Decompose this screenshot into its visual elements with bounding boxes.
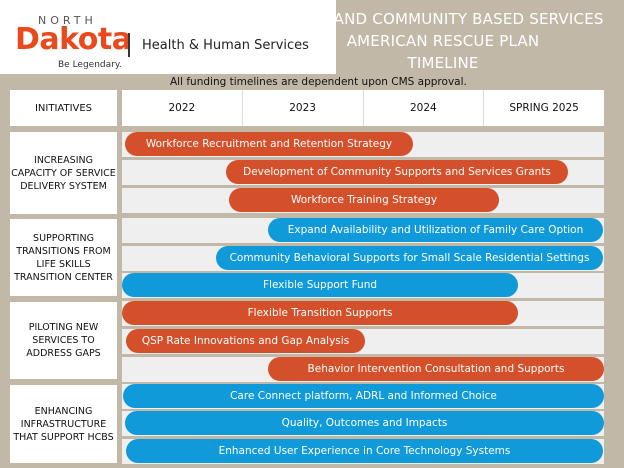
funding-note: All funding timelines are dependent upon… — [170, 76, 467, 88]
bar-family-care-option: Expand Availability and Utilization of F… — [268, 218, 603, 242]
bar-behavior-intervention: Behavior Intervention Consultation and S… — [268, 357, 604, 381]
group-label-capacity: INCREASING CAPACITY OF SERVICE DELIVERY … — [10, 132, 117, 214]
group-label-piloting: PILOTING NEW SERVICES TO ADDRESS GAPS — [10, 302, 117, 379]
title-line-1: HOME AND COMMUNITY BASED SERVICES — [282, 10, 604, 28]
bar-care-connect-platform: Care Connect platform, ADRL and Informed… — [123, 384, 604, 408]
bar-enhanced-user-experience: Enhanced User Experience in Core Technol… — [126, 439, 603, 463]
title-line-2: AMERICAN RESCUE PLAN — [346, 32, 540, 50]
bar-workforce-recruitment: Workforce Recruitment and Retention Stra… — [125, 132, 413, 156]
year-header: 2022 2023 2024 SPRING 2025 — [122, 90, 604, 126]
year-2022: 2022 — [122, 90, 243, 126]
nd-logo: NORTH Dakota Be Legendary. Health & Huma… — [0, 0, 336, 74]
page-title: HOME AND COMMUNITY BASED SERVICES AMERIC… — [280, 8, 606, 74]
bar-flexible-transition-supports: Flexible Transition Supports — [122, 301, 518, 325]
logo-dakota-text: Dakota — [15, 22, 132, 57]
logo-agency-name: Health & Human Services — [142, 38, 309, 53]
year-spring-2025: SPRING 2025 — [509, 102, 579, 114]
logo-divider — [128, 33, 130, 57]
group-label-transitions: SUPPORTING TRANSITIONS FROM LIFE SKILLS … — [10, 219, 117, 296]
bar-quality-outcomes: Quality, Outcomes and Impacts — [125, 411, 604, 435]
bar-workforce-training: Workforce Training Strategy — [229, 188, 499, 212]
bar-community-supports-grants: Development of Community Supports and Se… — [226, 160, 568, 184]
title-line-3: TIMELINE — [407, 54, 479, 72]
bar-flexible-support-fund: Flexible Support Fund — [122, 273, 518, 297]
logo-tagline: Be Legendary. — [58, 60, 122, 70]
initiatives-header: INITIATIVES — [10, 90, 117, 126]
bar-qsp-rate-innovations: QSP Rate Innovations and Gap Analysis — [126, 329, 365, 353]
bar-community-behavioral-supports: Community Behavioral Supports for Small … — [216, 246, 603, 270]
group-label-infrastructure: ENHANCING INFRASTRUCTURE THAT SUPPORT HC… — [10, 385, 117, 463]
logo-north-text: NORTH — [38, 14, 97, 27]
year-2024: 2024 — [364, 90, 485, 126]
year-2023: 2023 — [243, 90, 364, 126]
